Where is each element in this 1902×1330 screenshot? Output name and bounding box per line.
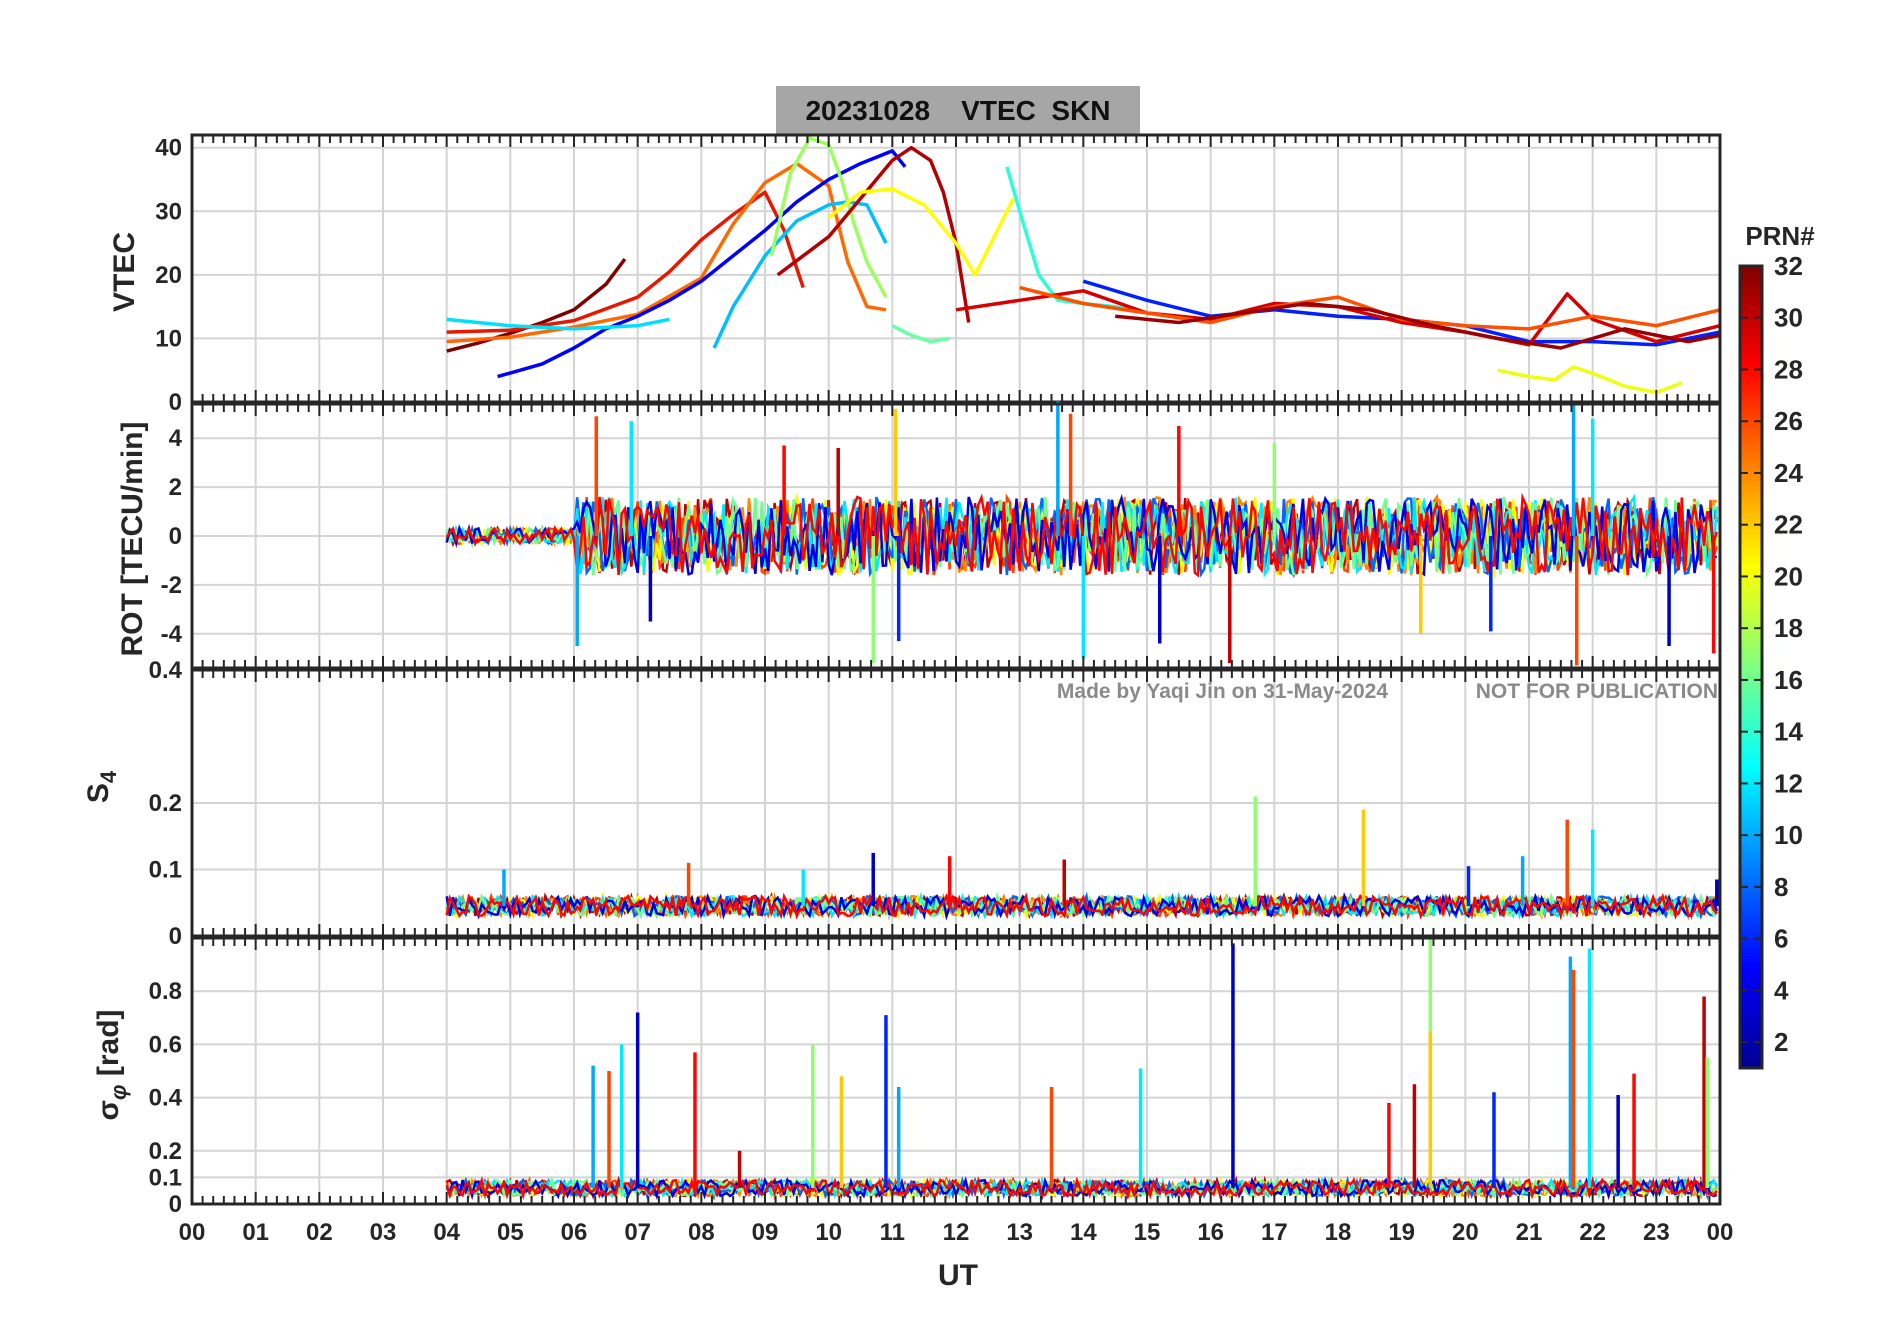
- ylabel-vtec: VTEC: [108, 232, 141, 312]
- colorbar-tick-label: 20: [1774, 561, 1803, 591]
- vtec-series-line: [1115, 301, 1721, 350]
- x-tick-label: 03: [370, 1219, 397, 1246]
- x-tick-label: 01: [242, 1219, 269, 1246]
- x-tick-label: 16: [1197, 1219, 1224, 1246]
- y-tick-label: -4: [161, 621, 183, 648]
- panel-s4: 0 0.1 0.2 0.4: [149, 657, 1722, 950]
- x-tick-label: 17: [1261, 1219, 1288, 1246]
- x-tick-label: 12: [943, 1219, 970, 1246]
- y-tick-label: 0.4: [149, 1085, 183, 1112]
- y-tick-label: 0: [169, 1191, 182, 1218]
- x-tick-label: 19: [1388, 1219, 1415, 1246]
- colorbar-tick-label: 24: [1774, 458, 1803, 488]
- vtec-series-line: [891, 324, 950, 344]
- x-tick-label: 08: [688, 1219, 715, 1246]
- colorbar-tick-label: 10: [1774, 820, 1803, 850]
- y-tick-label: 0.2: [149, 790, 182, 817]
- vtec-series-line: [446, 190, 805, 334]
- colorbar-tick-label: 6: [1774, 924, 1788, 954]
- x-tick-label: 04: [433, 1219, 460, 1246]
- y-tick-label: 0.8: [149, 978, 182, 1005]
- colorbar-tick-label: 18: [1774, 613, 1803, 643]
- vtec-series-line: [446, 257, 627, 353]
- x-axis-label: UT: [938, 1259, 978, 1292]
- chart-title-box: 20231028 VTEC SKN: [776, 86, 1140, 134]
- chart-title: 20231028 VTEC SKN: [805, 95, 1110, 126]
- y-tick-label: 0: [169, 923, 182, 950]
- y-tick-label: 0.2: [149, 1138, 182, 1165]
- watermark-author: Made by Yaqi Jin on 31-May-2024: [1057, 680, 1388, 703]
- vtec-series-line: [1496, 365, 1683, 395]
- colorbar-tick-label: 22: [1774, 510, 1803, 540]
- y-tick-label: 2: [169, 474, 182, 501]
- y-tick-label: 0: [169, 523, 182, 550]
- vtec-series-line: [497, 149, 907, 379]
- colorbar-tick-label: 28: [1774, 354, 1803, 384]
- y-tick-label: 40: [155, 135, 182, 162]
- vtec-series-line: [955, 289, 1721, 347]
- y-tick-label: 0.4: [149, 657, 183, 684]
- colorbar-tick-label: 8: [1774, 872, 1788, 902]
- x-tick-label: 02: [306, 1219, 333, 1246]
- x-tick-label: 23: [1643, 1219, 1670, 1246]
- x-tick-label: 22: [1579, 1219, 1606, 1246]
- vtec-series-line: [712, 200, 888, 349]
- colorbar-tick-label: 14: [1774, 717, 1803, 747]
- x-tick-label: 05: [497, 1219, 524, 1246]
- y-tick-label: 30: [155, 198, 182, 225]
- x-tick-label: 00: [1707, 1219, 1734, 1246]
- colorbar-tick-label: 32: [1774, 251, 1803, 281]
- vtec-series-line: [769, 136, 888, 298]
- y-tick-label: 20: [155, 262, 182, 289]
- colorbar-tick-label: 16: [1774, 665, 1803, 695]
- x-tick-label: 00: [179, 1219, 206, 1246]
- noise-trace: [445, 492, 1718, 578]
- y-tick-label: 0.6: [149, 1031, 182, 1058]
- y-tick-label: -2: [161, 572, 182, 599]
- y-tick-label: 10: [155, 325, 182, 352]
- panel-rot: -4 -2 0 2 4: [161, 401, 1722, 670]
- noise-trace: [445, 892, 1718, 921]
- y-tick-label: 0.1: [149, 857, 182, 884]
- x-tick-label: 11: [880, 1219, 905, 1246]
- colorbar-tick-label: 4: [1774, 975, 1789, 1005]
- x-tick-label: 09: [752, 1219, 779, 1246]
- colorbar-tick-label: 26: [1774, 406, 1803, 436]
- colorbar-tick-label: 12: [1774, 768, 1803, 798]
- vtec-series-line: [776, 145, 971, 323]
- ylabel-sigma-phi: σφ [rad]: [92, 1009, 131, 1120]
- panel-vtec: 0 10 20 30 40: [155, 133, 1722, 416]
- x-tick-label: 20: [1452, 1219, 1479, 1246]
- x-tick-label: 18: [1325, 1219, 1352, 1246]
- x-tick-label: 14: [1070, 1219, 1097, 1246]
- y-tick-label: 4: [169, 425, 183, 452]
- colorbar-tick-label: 2: [1774, 1027, 1788, 1057]
- y-tick-label: 0.1: [149, 1164, 182, 1191]
- x-tick-label: 06: [561, 1219, 588, 1246]
- noise-trace: [445, 1175, 1718, 1201]
- x-axis-ticks: 00 01 02 03 04 05 06 07 08 09 10 11 12 13 14 15 16 17 18 19…: [179, 1219, 1734, 1246]
- x-tick-label: 21: [1516, 1219, 1543, 1246]
- ylabel-rot: ROT [TECU/min]: [116, 422, 149, 657]
- y-tick-label: 0: [169, 389, 182, 416]
- vtec-series-line: [827, 187, 1015, 277]
- x-tick-label: 10: [815, 1219, 842, 1246]
- vtec-series-line: [446, 317, 670, 331]
- x-tick-label: 07: [624, 1219, 651, 1246]
- watermark-notice: NOT FOR PUBLICATION: [1476, 680, 1718, 703]
- colorbar-label: PRN#: [1745, 221, 1815, 251]
- panel-sigma-phi: 00.10.2 0.4 0.6 0.8: [149, 936, 1722, 1218]
- colorbar-tick-label: 30: [1774, 303, 1803, 333]
- x-tick-label: 13: [1006, 1219, 1033, 1246]
- x-tick-label: 15: [1134, 1219, 1161, 1246]
